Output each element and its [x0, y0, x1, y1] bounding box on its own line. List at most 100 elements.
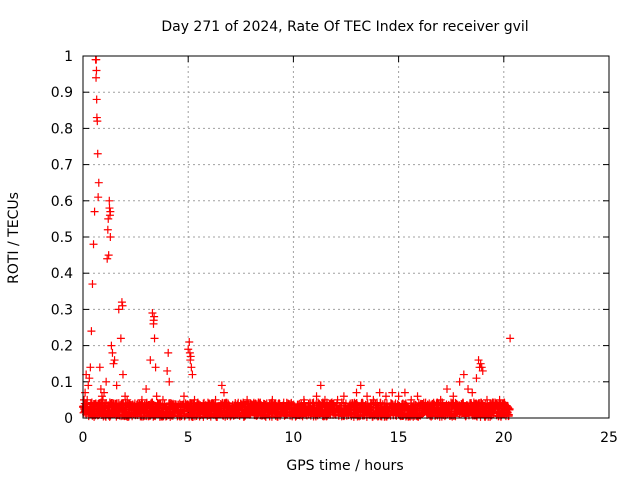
- y-axis-label: ROTI / TECUs: [6, 192, 22, 284]
- data-point: [299, 395, 308, 404]
- data-point: [449, 392, 458, 401]
- y-tick-label: 0.4: [51, 266, 73, 282]
- y-tick-label: 0.7: [51, 158, 73, 174]
- x-tick-label: 20: [495, 430, 513, 446]
- data-point: [98, 395, 107, 404]
- x-tick-label: 5: [184, 430, 193, 446]
- data-point: [394, 392, 403, 401]
- data-point: [92, 55, 101, 64]
- x-tick-label: 0: [79, 430, 88, 446]
- data-point: [487, 399, 496, 408]
- data-point: [104, 214, 113, 223]
- data-point: [472, 374, 481, 383]
- data-point: [105, 196, 114, 205]
- data-point: [243, 395, 252, 404]
- data-point: [504, 403, 513, 412]
- data-point: [105, 412, 114, 421]
- data-point: [219, 388, 228, 397]
- data-point: [107, 341, 116, 350]
- data-point: [413, 392, 422, 401]
- data-point: [316, 381, 325, 390]
- data-point: [184, 345, 193, 354]
- data-point: [118, 301, 127, 310]
- data-point: [108, 348, 117, 357]
- axis-ticks: 00.10.20.30.40.50.60.70.80.910 5 10 15 20 25: [51, 49, 618, 446]
- data-point: [105, 204, 114, 213]
- data-point: [92, 95, 101, 104]
- y-tick-label: 0.5: [51, 230, 73, 246]
- data-point: [432, 399, 441, 408]
- data-point: [185, 348, 194, 357]
- data-point: [419, 399, 428, 408]
- data-point: [442, 385, 451, 394]
- data-point: [407, 395, 416, 404]
- data-point: [87, 327, 96, 336]
- data-point: [230, 403, 239, 412]
- data-point: [142, 385, 151, 394]
- data-point: [482, 395, 491, 404]
- data-point: [211, 395, 220, 404]
- data-point: [133, 399, 142, 408]
- y-tick-label: 0.9: [51, 85, 73, 101]
- data-point: [255, 399, 264, 408]
- data-point: [92, 113, 101, 122]
- data-point: [97, 392, 106, 401]
- data-point: [152, 392, 161, 401]
- data-point: [106, 233, 115, 241]
- data-point: [499, 399, 508, 408]
- data-point: [150, 334, 159, 343]
- data-point: [224, 399, 233, 408]
- data-point: [105, 211, 114, 220]
- data-point: [249, 403, 258, 412]
- x-tick-label: 15: [390, 430, 408, 446]
- data-point: [274, 399, 283, 408]
- data-point: [495, 395, 504, 404]
- data-point: [339, 392, 348, 401]
- data-point: [455, 377, 464, 386]
- data-point: [94, 178, 103, 187]
- data-point: [109, 359, 118, 368]
- data-point: [400, 388, 409, 397]
- data-point: [154, 399, 163, 408]
- data-point: [103, 254, 112, 263]
- data-point: [333, 395, 342, 404]
- data-point: [468, 388, 477, 397]
- data-point: [150, 312, 159, 321]
- data-point: [103, 225, 112, 234]
- data-point: [167, 399, 176, 408]
- data-point: [312, 392, 321, 401]
- data-point: [474, 356, 483, 365]
- data-point: [163, 366, 172, 375]
- data-point: [375, 388, 384, 397]
- y-tick-label: 1: [64, 49, 73, 65]
- data-point: [94, 193, 103, 202]
- y-tick-label: 0.6: [51, 194, 73, 210]
- data-point: [217, 381, 226, 390]
- data-point: [85, 374, 94, 383]
- data-point: [165, 377, 174, 386]
- data-point: [185, 337, 194, 346]
- data-point: [148, 309, 157, 318]
- data-point: [381, 392, 390, 401]
- data-point: [151, 363, 160, 372]
- data-point: [104, 251, 113, 260]
- data-point: [459, 370, 468, 379]
- x-tick-label: 10: [284, 430, 302, 446]
- data-point: [464, 385, 473, 394]
- data-point: [327, 399, 336, 408]
- data-point: [188, 370, 197, 379]
- x-tick-label: 25: [600, 430, 618, 446]
- data-point: [293, 403, 302, 412]
- data-point: [477, 363, 486, 372]
- data-point: [363, 392, 372, 401]
- data-point: [476, 359, 485, 368]
- data-point: [129, 403, 138, 412]
- y-tick-label: 0.1: [51, 375, 73, 391]
- data-point: [102, 377, 111, 386]
- data-point: [506, 334, 515, 343]
- data-point: [346, 399, 355, 408]
- data-point: [89, 240, 98, 249]
- data-point: [352, 388, 361, 397]
- data-point: [81, 388, 90, 397]
